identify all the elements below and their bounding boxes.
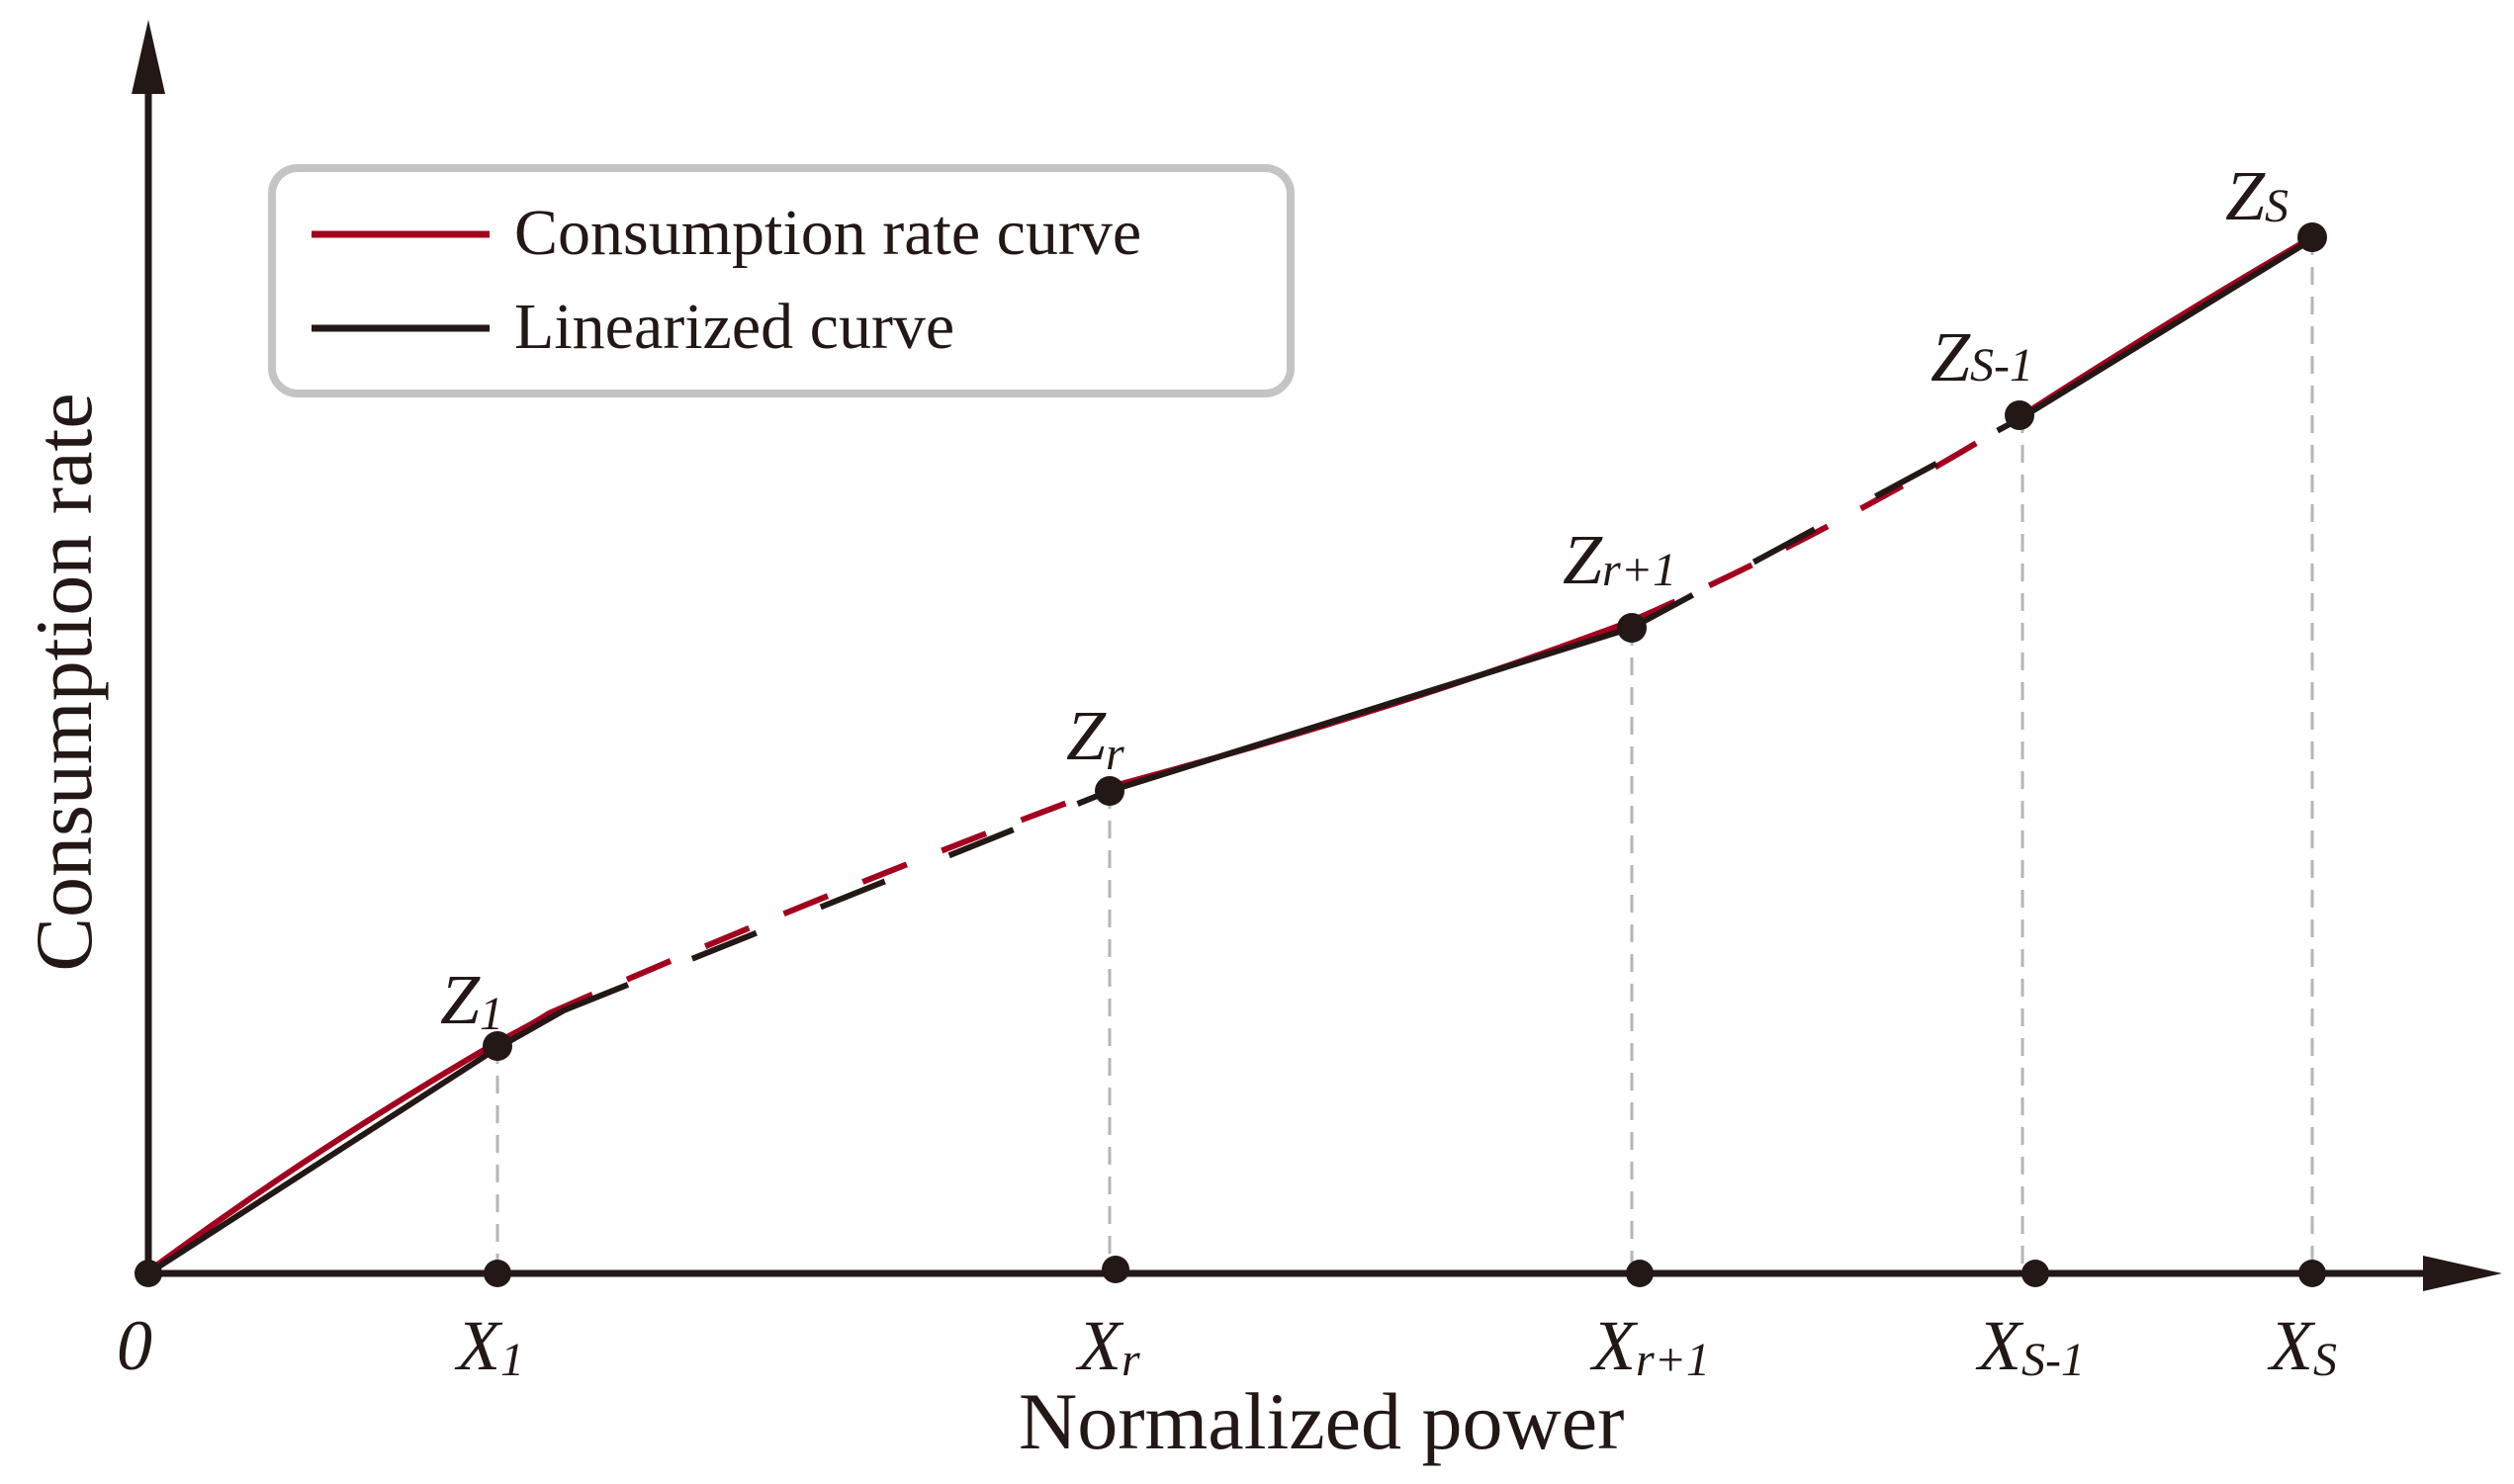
- x-label-r: Xr: [1075, 1306, 1140, 1386]
- linear-segment-s1-s: [2020, 236, 2315, 420]
- linear-dashed-1-r: [562, 788, 1112, 1013]
- y-axis-title: Consumption rate: [19, 393, 109, 971]
- z-point-r1: [1617, 613, 1647, 643]
- z-label-r: Zr: [1066, 696, 1124, 780]
- legend: Consumption rate curve Linearized curve: [268, 164, 1295, 397]
- linear-segment-0-1: [145, 1045, 500, 1276]
- legend-label-consumption: Consumption rate curve: [514, 197, 1141, 269]
- consumption-rate-curve-dashes: [547, 412, 2024, 1016]
- x-tick-labels: 0 X1 Xr Xr+1 XS-1 XS: [117, 1306, 2337, 1386]
- x-axis-title: Normalized power: [1019, 1376, 1624, 1466]
- x-label-1: X1: [454, 1306, 524, 1386]
- z-label-1: Z1: [440, 960, 503, 1040]
- guide-lines: [495, 237, 2314, 1269]
- axis-points: [135, 1256, 2326, 1287]
- z-label-r1: Zr+1: [1563, 520, 1676, 599]
- x-label-s: XS: [2267, 1306, 2337, 1386]
- linearized-curve-dashes: [562, 414, 2024, 1013]
- axes: [132, 20, 2502, 1291]
- z-point-s1: [2005, 400, 2034, 430]
- x-point-r1: [1626, 1260, 1654, 1287]
- linearized-curve: [145, 236, 2315, 1276]
- legend-label-linearized: Linearized curve: [514, 291, 954, 363]
- z-labels: Z1 Zr Zr+1 ZS-1 ZS: [440, 156, 2289, 1040]
- origin-label: 0: [117, 1306, 152, 1385]
- x-point-s: [2298, 1260, 2326, 1287]
- curve-dashed-r1-s1: [1630, 412, 2024, 624]
- z-point-1: [483, 1031, 512, 1061]
- z-label-s: ZS: [2225, 156, 2289, 235]
- z-point-s: [2297, 222, 2327, 252]
- x-axis-arrow: [2423, 1256, 2502, 1291]
- y-axis-arrow: [132, 20, 165, 94]
- x-label-r1: Xr+1: [1589, 1306, 1710, 1386]
- curve-segment-0-1: [145, 1039, 500, 1274]
- legend-box: [268, 164, 1295, 397]
- x-point-r: [1102, 1256, 1129, 1283]
- curve-dashed-1-r: [547, 784, 1112, 1016]
- curve-points: [483, 222, 2327, 1061]
- origin-point: [135, 1260, 162, 1287]
- x-point-s1: [2021, 1260, 2049, 1287]
- linear-segment-r-r1: [1107, 625, 1635, 794]
- z-label-s1: ZS-1: [1930, 317, 2033, 396]
- x-label-s1: XS-1: [1975, 1306, 2085, 1386]
- x-point-1: [484, 1260, 511, 1287]
- z-point-r: [1095, 776, 1124, 806]
- curve-segment-r-r1: [1107, 618, 1635, 790]
